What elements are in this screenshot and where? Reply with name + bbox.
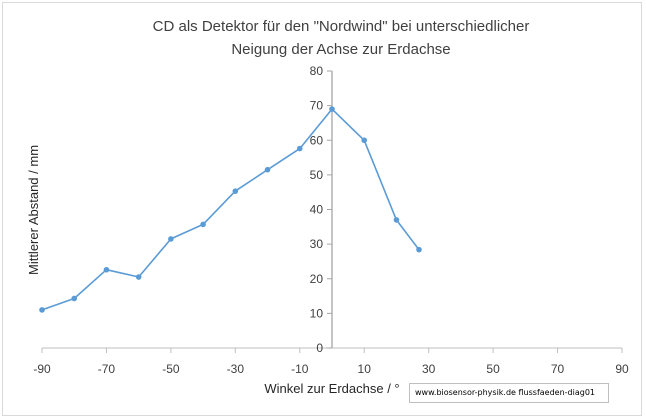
source-watermark: www.biosensor-physik.de flussfaeden-diag… [409, 383, 609, 403]
data-point [393, 217, 400, 223]
x-tick-label: 90 [615, 362, 629, 376]
data-point [39, 307, 45, 313]
x-axis-title: Winkel zur Erdachse / ° [264, 381, 399, 396]
data-point [296, 145, 303, 152]
x-tick-label: -10 [291, 362, 309, 376]
y-tick-label: 0 [316, 341, 323, 355]
y-tick-label: 40 [310, 203, 324, 217]
data-point [168, 236, 174, 242]
data-point [329, 106, 335, 112]
y-tick-label: 70 [310, 99, 324, 113]
y-tick-label: 10 [310, 306, 324, 320]
x-tick-label: 30 [422, 362, 436, 376]
y-axis-title: Mittlerer Abstand / mm [26, 145, 41, 275]
chart-title-line-1: CD als Detektor für den "Nordwind" bei u… [153, 18, 530, 35]
chart-title-line-2: Neigung der Achse zur Erdachse [231, 41, 450, 58]
data-point [200, 221, 206, 228]
y-tick-label: 30 [310, 237, 324, 251]
y-tick-label: 50 [310, 168, 324, 182]
x-tick-label: 50 [486, 362, 500, 376]
y-axis [327, 70, 333, 349]
data-point [232, 188, 239, 194]
data-point [103, 266, 110, 273]
y-tick-label: 80 [310, 64, 324, 78]
y-tick-labels: 0 10 20 30 40 50 60 70 80 [310, 64, 324, 355]
data-point [361, 137, 368, 144]
series-layer [39, 106, 422, 313]
x-tick-label: 70 [551, 362, 565, 376]
y-tick-label: 20 [310, 272, 324, 286]
data-point [416, 246, 422, 253]
y-tick-label: 60 [310, 133, 324, 147]
x-tick-label: -90 [33, 362, 51, 376]
data-point [71, 295, 78, 302]
x-tick-label: -30 [227, 362, 245, 376]
x-tick-label: -50 [162, 362, 180, 376]
chart-area [2, 2, 642, 416]
x-tick-label: 10 [358, 362, 372, 376]
x-axis [41, 347, 623, 353]
data-point [135, 274, 142, 280]
data-point [264, 166, 271, 173]
x-tick-label: -70 [98, 362, 116, 376]
x-tick-labels: -90 -70 -50 -30 -10 10 30 50 70 90 [33, 362, 629, 376]
